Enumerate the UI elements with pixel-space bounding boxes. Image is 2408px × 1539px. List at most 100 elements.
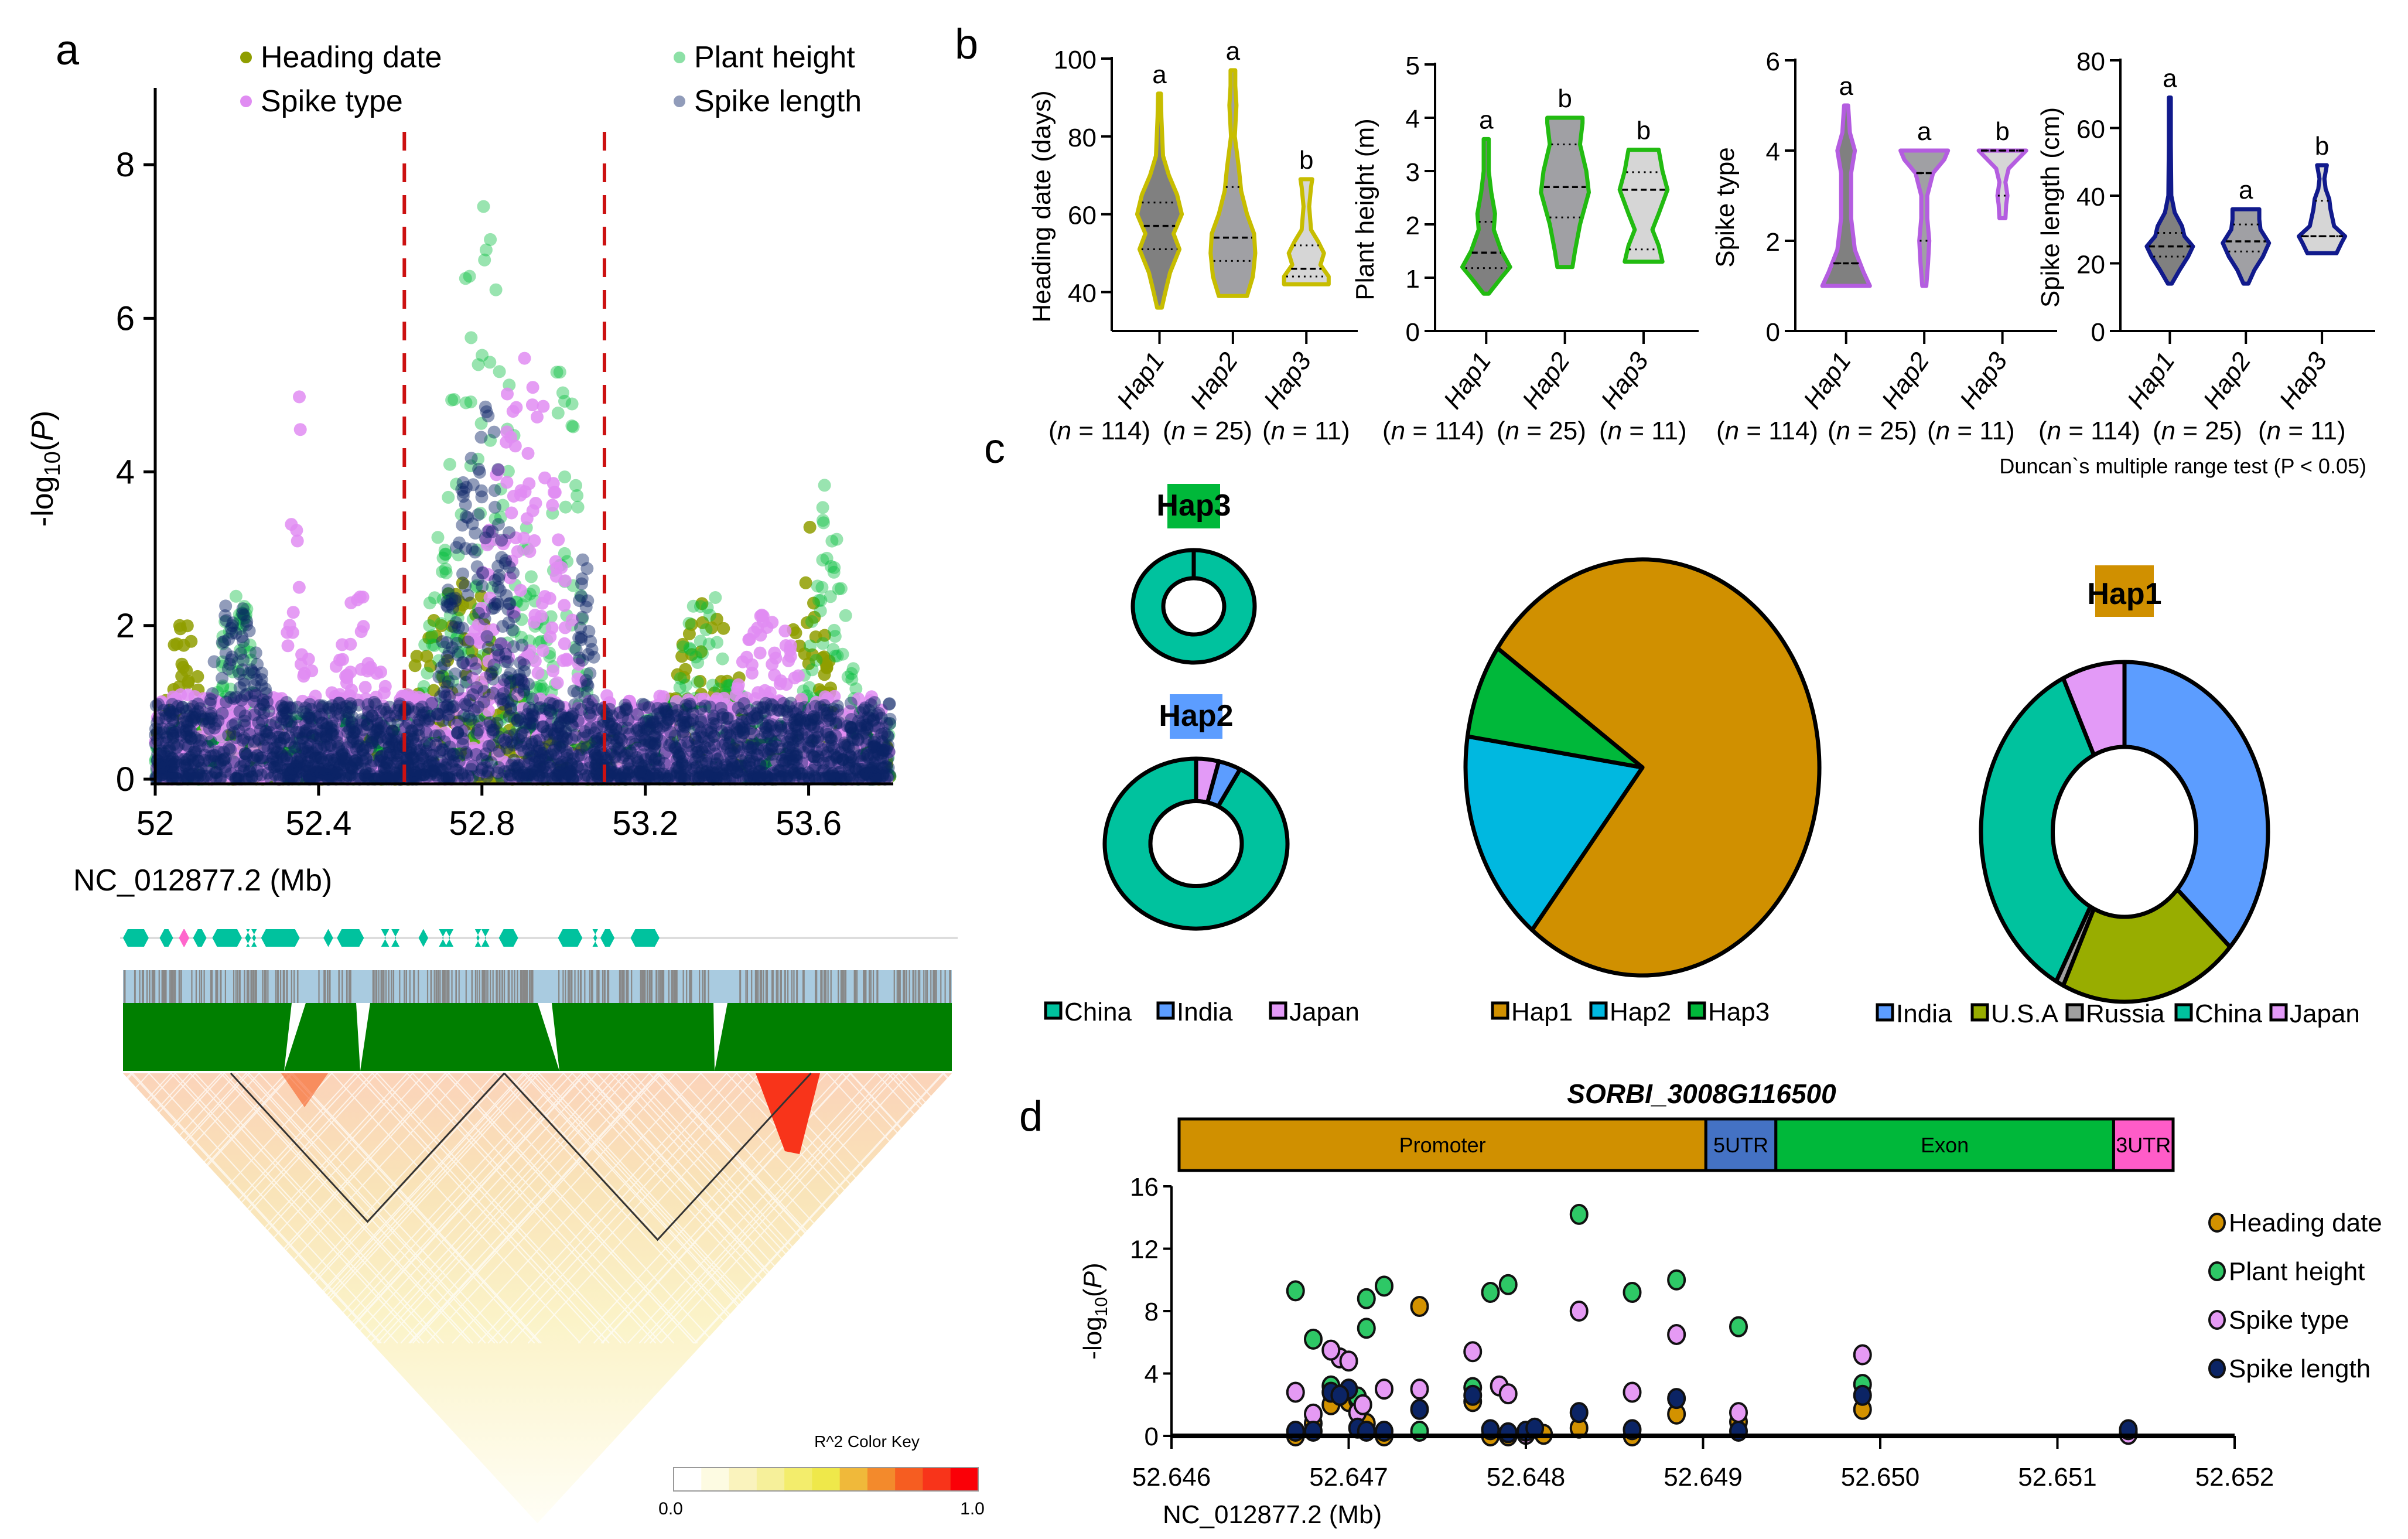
data-point — [828, 649, 842, 663]
data-point — [281, 639, 295, 653]
data-point — [536, 644, 549, 657]
manhattan-points — [149, 200, 897, 786]
data-point — [808, 610, 821, 624]
data-point — [237, 641, 251, 655]
data-point — [653, 690, 667, 703]
panel-label-d: d — [1019, 1093, 1043, 1140]
data-point — [492, 708, 505, 722]
data-point — [182, 688, 194, 702]
data-point — [543, 592, 556, 605]
data-point — [249, 646, 262, 660]
data-point — [528, 609, 542, 622]
data-point — [420, 650, 433, 663]
legend-marker — [674, 95, 685, 107]
data-point — [802, 681, 816, 694]
data-point — [818, 629, 831, 642]
data-point — [293, 390, 306, 404]
data-point — [548, 486, 561, 499]
data-point — [423, 596, 436, 610]
data-point — [806, 648, 819, 661]
data-point — [839, 609, 852, 622]
data-point — [510, 401, 523, 414]
data-point — [716, 652, 729, 666]
data-point — [480, 630, 494, 643]
data-point — [293, 423, 307, 436]
data-point — [464, 459, 477, 473]
data-point — [803, 520, 817, 534]
data-point — [743, 633, 756, 646]
data-point — [440, 670, 454, 683]
data-point — [684, 643, 697, 656]
data-point — [469, 526, 482, 540]
data-point — [558, 470, 572, 484]
data-point — [674, 672, 687, 685]
data-point — [818, 479, 831, 492]
data-point — [679, 678, 692, 692]
data-point — [291, 534, 304, 548]
data-point — [234, 643, 247, 657]
legend-marker — [674, 52, 685, 63]
data-point — [537, 400, 550, 413]
data-point — [455, 507, 468, 521]
legend-label: Spike length — [694, 84, 862, 118]
data-point — [182, 676, 194, 690]
data-point — [443, 458, 456, 471]
data-point — [673, 681, 686, 694]
data-point — [333, 653, 347, 667]
data-point — [435, 617, 448, 630]
data-point — [558, 637, 571, 650]
data-point — [442, 490, 455, 504]
data-point — [339, 670, 353, 683]
legend-label: Heading date — [261, 40, 442, 74]
data-point — [459, 396, 473, 410]
data-point — [720, 674, 734, 688]
data-point — [421, 667, 434, 680]
data-point — [799, 576, 812, 589]
data-point — [820, 551, 834, 565]
data-point — [452, 548, 465, 562]
data-point — [556, 654, 570, 667]
data-point — [292, 581, 306, 594]
data-point — [464, 395, 477, 409]
data-point — [711, 636, 723, 649]
data-point — [510, 595, 524, 609]
data-point — [484, 668, 497, 681]
data-point — [477, 200, 490, 213]
data-point — [483, 356, 497, 369]
data-point — [478, 253, 491, 267]
data-point — [461, 588, 474, 602]
data-point — [431, 531, 445, 544]
data-point — [441, 654, 455, 667]
data-point — [518, 352, 531, 365]
data-point — [549, 555, 562, 568]
data-point — [234, 612, 247, 625]
data-point — [242, 667, 255, 680]
data-point — [463, 596, 477, 610]
data-point — [427, 614, 440, 627]
data-point — [817, 516, 830, 530]
data-point — [685, 648, 698, 661]
data-point — [778, 625, 792, 638]
data-point — [844, 697, 858, 710]
data-point — [805, 663, 819, 677]
data-point — [558, 574, 572, 588]
panel-label-b: b — [955, 21, 978, 68]
data-point — [556, 386, 569, 400]
data-point — [551, 407, 565, 419]
data-point — [571, 500, 585, 514]
data-point — [545, 621, 559, 634]
data-point — [710, 612, 723, 626]
panel-label-a: a — [56, 27, 80, 74]
data-point — [575, 577, 588, 591]
data-point — [825, 534, 839, 548]
data-point — [766, 657, 779, 671]
data-point — [783, 643, 797, 657]
data-point — [436, 551, 450, 565]
data-point — [461, 635, 474, 649]
data-point — [717, 622, 730, 635]
data-point — [569, 479, 582, 492]
data-point — [552, 533, 565, 547]
data-point — [231, 655, 245, 668]
